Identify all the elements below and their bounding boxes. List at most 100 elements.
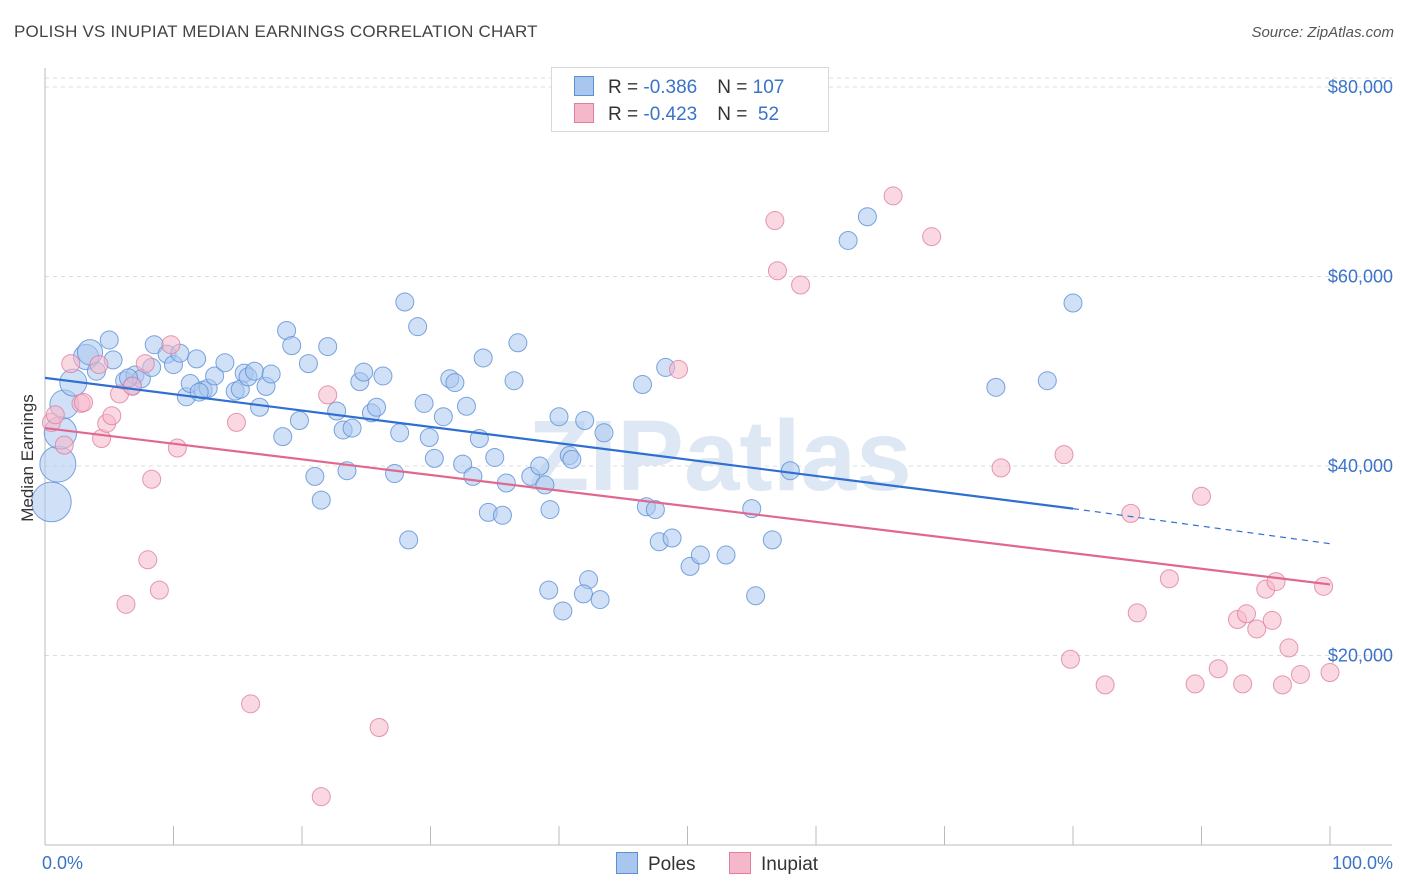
inupiat-point-50 <box>1314 576 1334 596</box>
poles-point-7 <box>99 330 119 350</box>
inupiat-point-20 <box>241 694 261 714</box>
inupiat-point-3 <box>61 354 81 374</box>
poles-point-50 <box>385 464 405 484</box>
poles-point-20 <box>187 349 207 369</box>
inupiat-point-43 <box>1247 619 1267 639</box>
inupiat-point-35 <box>1127 603 1147 623</box>
x-tick-label-1: 100.0% <box>1332 853 1393 873</box>
poles-point-61 <box>453 454 473 474</box>
poles-legend-label: Poles <box>648 854 696 875</box>
poles-point-82 <box>539 580 559 600</box>
poles-point-94 <box>716 545 736 565</box>
poles-point-49 <box>373 366 393 386</box>
inupiat-point-34 <box>1121 503 1141 523</box>
inupiat-point-42 <box>1236 604 1256 624</box>
poles-point-32 <box>261 364 281 384</box>
poles-point-56 <box>419 428 439 448</box>
inupiat-point-18 <box>167 438 187 458</box>
inupiat-n-value: 52 <box>752 104 780 125</box>
poles-swatch <box>574 76 594 96</box>
poles-point-70 <box>504 371 524 391</box>
poles-point-97 <box>762 530 782 550</box>
inupiat-point-48 <box>1279 638 1299 658</box>
y-tick-label-3: $80,000 <box>1328 77 1393 97</box>
source-label: Source: ZipAtlas.com <box>1251 24 1394 41</box>
inupiat-point-45 <box>1262 610 1282 630</box>
inupiat-r-value: -0.423 <box>643 104 698 125</box>
legend-row-inupiat: R = -0.423 N = 52 <box>574 103 779 127</box>
inupiat-point-27 <box>791 275 811 295</box>
poles-point-37 <box>298 354 318 374</box>
poles-point-23 <box>205 366 225 386</box>
poles-point-53 <box>399 530 419 550</box>
y-tick-labels: $20,000 $40,000 $60,000 $80,000 <box>1328 77 1393 666</box>
poles-point-83 <box>573 584 593 604</box>
poles-point-62 <box>456 396 476 416</box>
poles-point-67 <box>485 447 505 467</box>
y-tick-label-0: $20,000 <box>1328 645 1393 665</box>
inupiat-trend-line <box>44 426 1331 586</box>
poles-point-73 <box>530 456 550 476</box>
inupiat-point-29 <box>922 227 942 247</box>
poles-point-52 <box>395 292 415 312</box>
poles-point-38 <box>305 466 325 486</box>
poles-point-57 <box>424 448 444 468</box>
poles-point-36 <box>289 410 309 430</box>
poles-point-86 <box>633 374 653 394</box>
poles-point-81 <box>553 601 573 621</box>
inupiat-point-39 <box>1208 659 1228 679</box>
poles-point-29 <box>244 361 264 381</box>
inupiat-point-26 <box>767 261 787 281</box>
inupiat-point-38 <box>1192 486 1211 506</box>
poles-point-30 <box>250 397 270 417</box>
poles-point-40 <box>318 337 338 357</box>
inupiat-point-33 <box>1095 675 1115 695</box>
poles-point-74 <box>535 475 555 495</box>
legend-item-poles[interactable]: Poles <box>616 852 696 876</box>
inupiat-legend-swatch <box>729 852 751 874</box>
y-tick-label-2: $60,000 <box>1328 266 1393 286</box>
inupiat-point-21 <box>311 787 331 807</box>
poles-n-value: 107 <box>752 77 785 98</box>
legend-item-inupiat[interactable]: Inupiat <box>729 852 818 876</box>
poles-point-102 <box>1037 371 1057 391</box>
poles-point-101 <box>986 377 1006 397</box>
inupiat-r-label: R = <box>608 104 644 125</box>
poles-point-99 <box>838 230 858 250</box>
series-legend: Poles Inupiat <box>0 852 1406 878</box>
inupiat-point-11 <box>116 594 136 614</box>
poles-legend-swatch <box>616 852 638 874</box>
inupiat-point-13 <box>135 354 155 374</box>
inupiat-n-label: N = <box>717 104 753 125</box>
poles-point-75 <box>540 500 560 520</box>
poles-point-35 <box>282 336 302 356</box>
x-tick-label-0: 0.0% <box>42 853 83 873</box>
inupiat-point-2 <box>54 435 74 455</box>
inupiat-swatch <box>574 103 594 123</box>
inupiat-point-24 <box>669 359 689 379</box>
inupiat-point-14 <box>138 550 158 570</box>
poles-point-78 <box>562 449 582 469</box>
inupiat-point-37 <box>1185 674 1205 694</box>
inupiat-point-19 <box>226 412 246 432</box>
inupiat-point-46 <box>1266 572 1286 592</box>
poles-point-41 <box>327 401 347 421</box>
inupiat-point-36 <box>1159 569 1179 589</box>
poles-point-84 <box>594 423 614 443</box>
poles-point-58 <box>433 407 453 427</box>
inupiat-point-49 <box>1290 664 1310 684</box>
inupiat-point-41 <box>1233 674 1253 694</box>
poles-point-48 <box>367 397 387 417</box>
poles-point-55 <box>414 393 434 413</box>
inupiat-points <box>41 186 1340 807</box>
poles-point-65 <box>473 348 493 368</box>
poles-point-103 <box>1063 293 1083 313</box>
poles-point-91 <box>662 528 682 548</box>
inupiat-point-12 <box>122 376 142 396</box>
poles-point-39 <box>311 490 331 510</box>
x-tick-labels: 0.0% 100.0% <box>42 853 1393 873</box>
poles-point-33 <box>273 427 293 447</box>
poles-point-44 <box>342 418 362 438</box>
poles-point-68 <box>492 505 512 525</box>
inupiat-point-6 <box>89 355 109 375</box>
